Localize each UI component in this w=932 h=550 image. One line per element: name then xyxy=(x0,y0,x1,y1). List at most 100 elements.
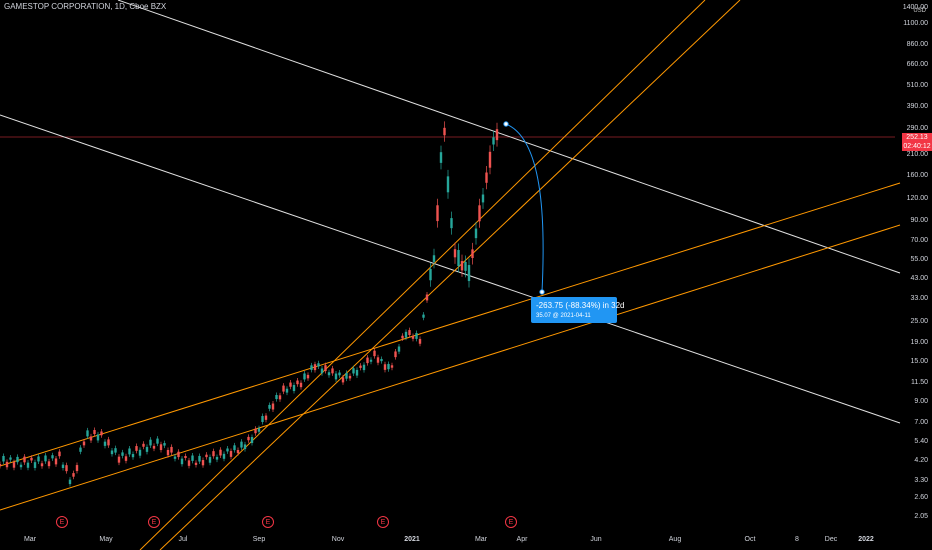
last-price-badge: 252.13 xyxy=(902,133,932,142)
price-scale-label: 2.60 xyxy=(914,494,928,501)
candle-body xyxy=(278,395,282,400)
candle-body xyxy=(341,377,345,383)
candle-body xyxy=(229,451,233,457)
price-scale-label: 15.00 xyxy=(910,358,928,365)
earnings-icon[interactable]: E xyxy=(148,516,160,528)
trend-line-steep-2[interactable] xyxy=(159,0,741,550)
price-scale-label: 2.05 xyxy=(914,513,928,520)
candle-body xyxy=(289,382,292,387)
candle-body xyxy=(422,314,425,318)
price-scale-label: 660.00 xyxy=(906,61,928,68)
time-scale-label: 2022 xyxy=(858,536,874,543)
candle-body xyxy=(173,456,177,459)
price-scale-label: 1100.00 xyxy=(903,20,928,27)
price-scale-label: 9.00 xyxy=(914,398,928,405)
candle-body xyxy=(19,464,23,468)
candle-body xyxy=(100,431,103,436)
earnings-icon[interactable]: E xyxy=(377,516,389,528)
candle-body xyxy=(331,368,334,374)
time-scale-label: Oct xyxy=(744,536,756,543)
candle-body xyxy=(373,350,376,357)
time-scale-label: 8 xyxy=(795,536,799,543)
candle-body xyxy=(198,455,201,462)
candle-body xyxy=(432,255,436,262)
candle-body xyxy=(411,335,415,339)
candle-body xyxy=(177,451,180,458)
candle-body xyxy=(313,364,317,371)
candle-body xyxy=(124,456,128,461)
measure-arc-path[interactable] xyxy=(505,123,544,293)
trend-line-steep-1[interactable] xyxy=(139,0,706,550)
trend-line-channel-upper[interactable] xyxy=(0,182,901,467)
candle-body xyxy=(142,443,145,447)
candle-body xyxy=(12,462,16,468)
candle-body xyxy=(376,357,380,363)
candle-body xyxy=(121,452,124,456)
candle-body xyxy=(96,434,100,441)
candle-body xyxy=(40,463,44,467)
candle-body xyxy=(226,448,229,452)
price-scale-label: 290.00 xyxy=(906,125,928,132)
earnings-icon[interactable]: E xyxy=(505,516,517,528)
candle-body xyxy=(149,439,152,446)
price-scale-label: 55.00 xyxy=(910,256,928,263)
currency-label: USD xyxy=(913,8,926,14)
candle-body xyxy=(446,176,450,193)
measure-end-handle[interactable] xyxy=(539,289,545,295)
trendlines xyxy=(0,0,901,550)
candle-body xyxy=(261,416,264,422)
candle-body xyxy=(44,455,47,462)
candle-body xyxy=(296,380,299,385)
candle-body xyxy=(103,441,107,446)
candle-body xyxy=(68,479,72,485)
earnings-icon[interactable]: E xyxy=(262,516,274,528)
candle-body xyxy=(338,372,341,376)
candle-body xyxy=(72,473,75,477)
candle-body xyxy=(268,404,271,409)
measure-start-handle[interactable] xyxy=(503,121,509,127)
candle-body xyxy=(135,446,138,451)
candle-body xyxy=(394,351,397,358)
trend-line-channel-lower[interactable] xyxy=(0,224,901,511)
candle-body xyxy=(478,205,481,222)
price-scale-label: 5.40 xyxy=(914,438,928,445)
candle-body xyxy=(292,385,296,392)
candle-body xyxy=(180,458,184,465)
candle-body xyxy=(163,443,166,446)
time-scale-label: Sep xyxy=(252,536,266,543)
price-scale-label: 33.00 xyxy=(910,295,928,302)
price-scale-label: 4.20 xyxy=(914,457,928,464)
candle-body xyxy=(93,430,96,435)
candle-body xyxy=(310,365,313,370)
price-scale-label: 860.00 xyxy=(906,41,928,48)
time-scale-label: Mar xyxy=(474,536,488,543)
trend-line-upper-white[interactable] xyxy=(117,0,901,274)
measure-change: -263.75 (-88.34%) in 32d xyxy=(536,301,625,310)
candle-body xyxy=(348,375,352,379)
trend-line-lower-white[interactable] xyxy=(0,114,901,424)
candle-body xyxy=(450,218,453,229)
candle-body xyxy=(317,363,320,367)
candle-body xyxy=(271,403,275,410)
price-scale-label: 120.00 xyxy=(906,195,928,202)
candle-body xyxy=(457,250,460,267)
candle-body xyxy=(145,446,149,452)
candle-body xyxy=(282,385,285,392)
candle-body xyxy=(443,127,446,136)
candle-body xyxy=(9,457,12,460)
candle-body xyxy=(86,430,89,437)
candle-body xyxy=(327,372,331,376)
earnings-icon[interactable]: E xyxy=(56,516,68,528)
candles xyxy=(0,121,499,487)
candle-body xyxy=(299,382,303,388)
bar-countdown-badge: 02:40:12 xyxy=(902,142,932,151)
candle-body xyxy=(240,441,243,448)
candle-body xyxy=(408,330,411,336)
candle-body xyxy=(215,456,219,460)
candle-body xyxy=(436,205,439,222)
candle-body xyxy=(481,194,485,203)
candle-body xyxy=(79,447,82,452)
candle-body xyxy=(233,445,236,451)
